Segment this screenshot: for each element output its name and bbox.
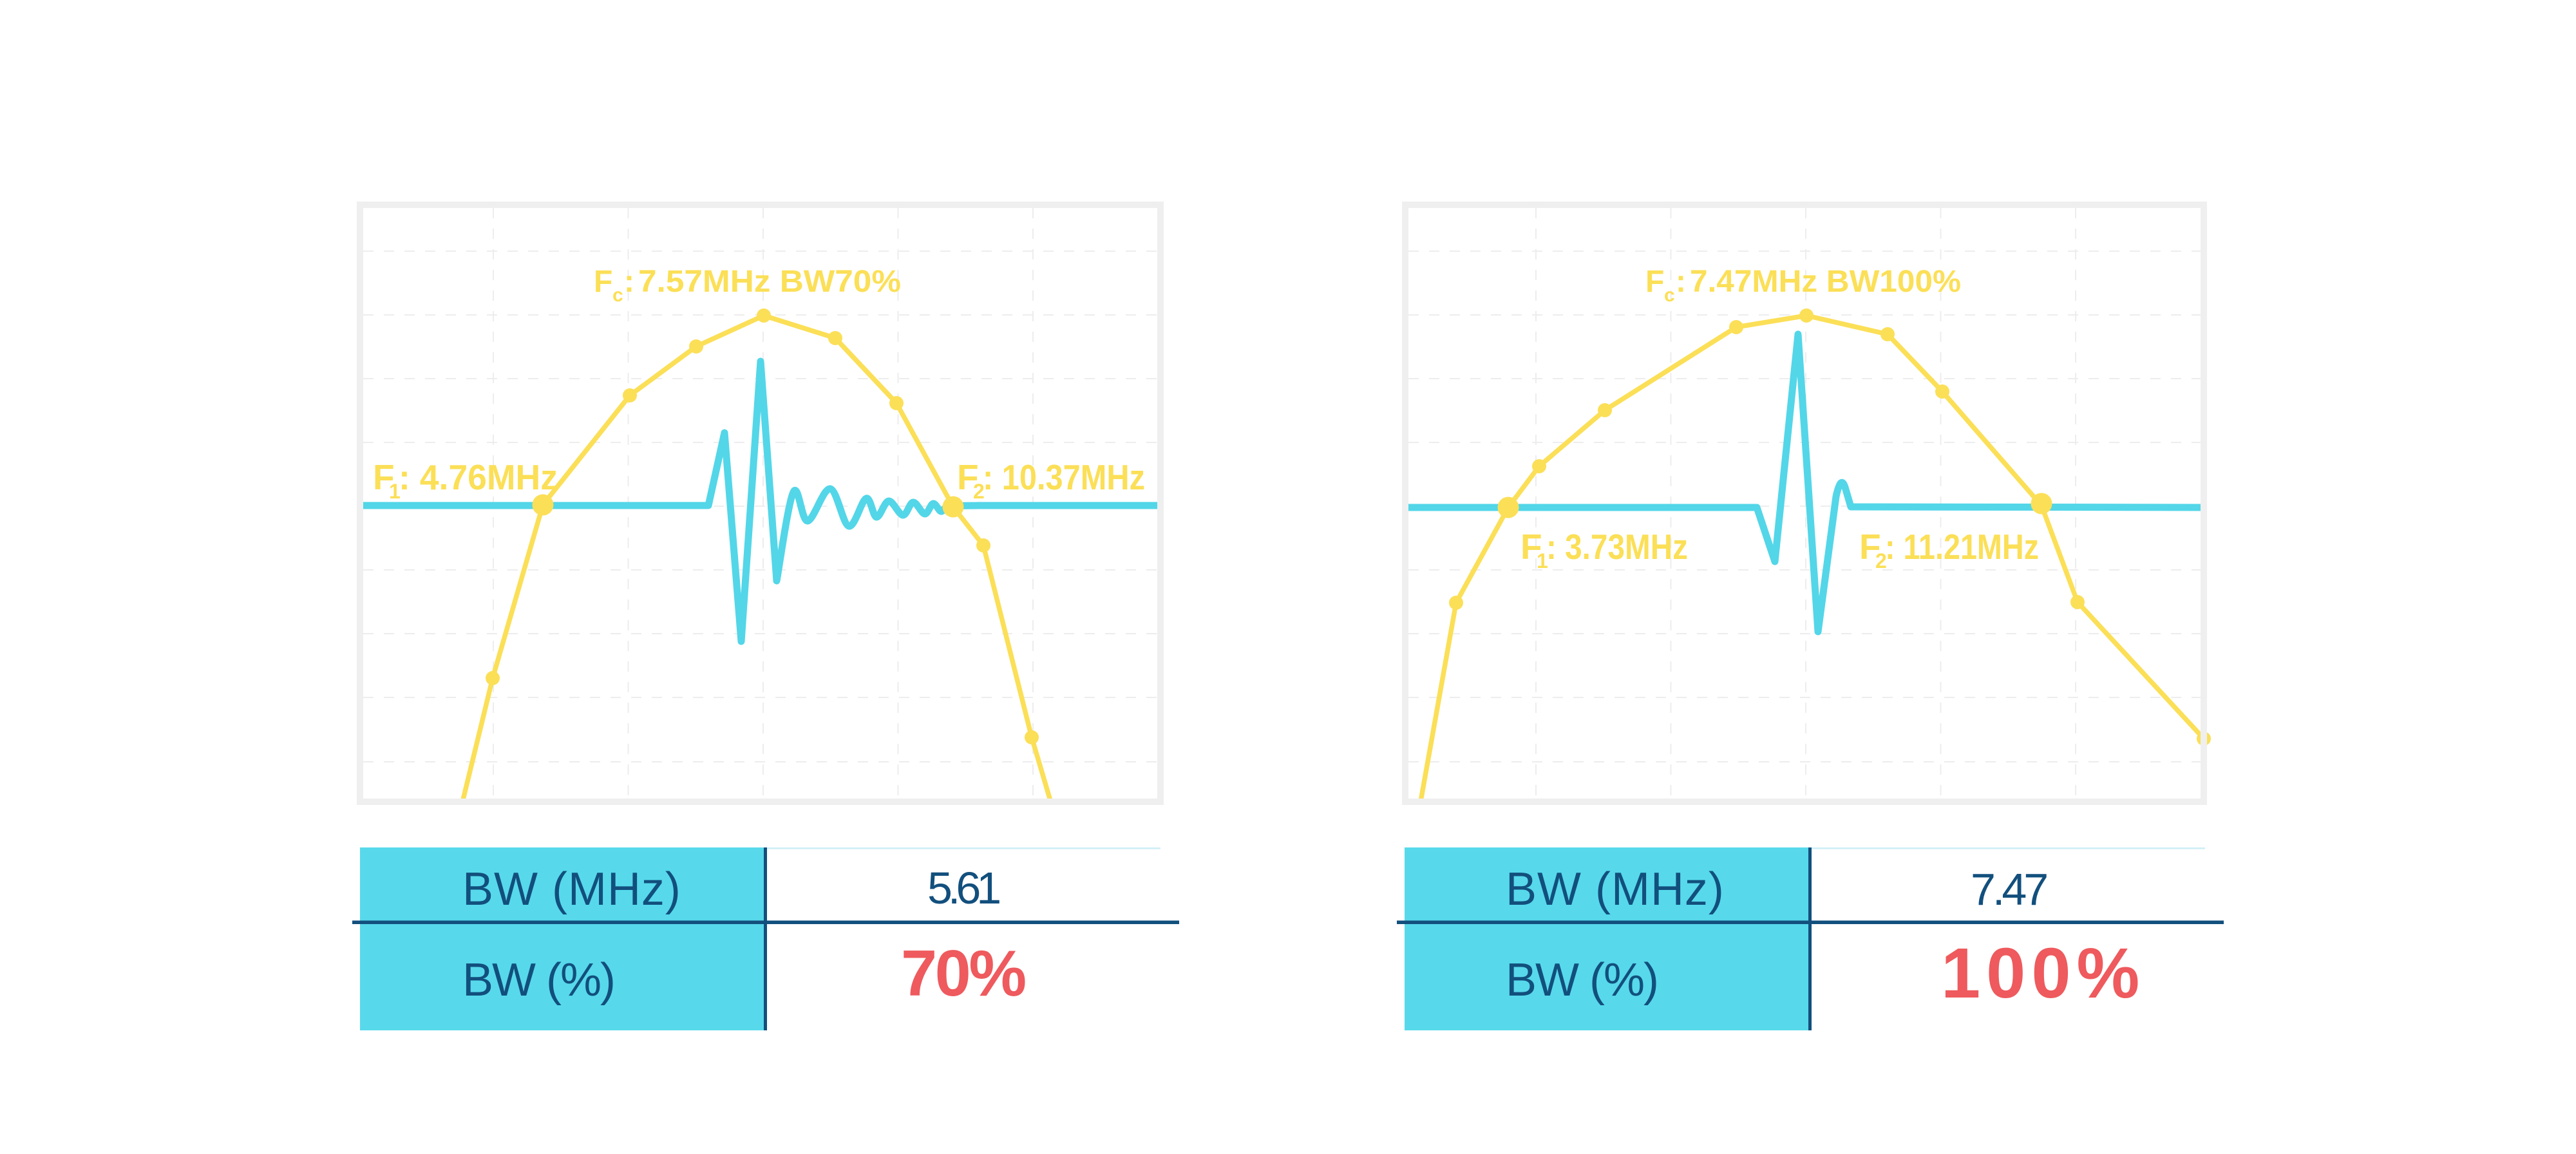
svg-text::: : xyxy=(624,265,634,299)
svg-text:F: F xyxy=(1520,527,1542,567)
svg-text:F: F xyxy=(1859,527,1881,567)
svg-text:F: F xyxy=(1645,265,1664,299)
svg-text:: 10.37MHz: : 10.37MHz xyxy=(983,457,1145,497)
svg-text:7.57MHz BW70%: 7.57MHz BW70% xyxy=(638,265,901,299)
svg-text:1: 1 xyxy=(389,480,401,503)
svg-text:F: F xyxy=(373,457,395,497)
svg-text:: 3.73MHz: : 3.73MHz xyxy=(1546,527,1688,567)
svg-text:: 11.21MHz: : 11.21MHz xyxy=(1885,527,2039,567)
svg-text:70%: 70% xyxy=(901,938,1025,1010)
svg-text:c: c xyxy=(1664,285,1675,306)
svg-text:2: 2 xyxy=(1875,549,1887,572)
svg-text:BW (MHz): BW (MHz) xyxy=(462,864,681,915)
svg-text:BW (MHz): BW (MHz) xyxy=(1506,864,1725,915)
svg-text:BW (%): BW (%) xyxy=(1506,954,1658,1006)
svg-text:BW (%): BW (%) xyxy=(462,954,614,1006)
svg-text:F: F xyxy=(594,265,612,299)
svg-text:7.47: 7.47 xyxy=(1971,864,2047,914)
svg-text:5.61: 5.61 xyxy=(927,863,999,913)
svg-text:7.47MHz BW100%: 7.47MHz BW100% xyxy=(1690,265,1961,299)
svg-text:2: 2 xyxy=(973,480,985,503)
svg-text::: : xyxy=(1676,265,1686,299)
svg-text:100%: 100% xyxy=(1941,934,2145,1013)
svg-text:1: 1 xyxy=(1537,549,1548,572)
svg-text:: 4.76MHz: : 4.76MHz xyxy=(399,457,558,497)
svg-text:c: c xyxy=(612,285,623,306)
svg-text:F: F xyxy=(957,457,979,497)
